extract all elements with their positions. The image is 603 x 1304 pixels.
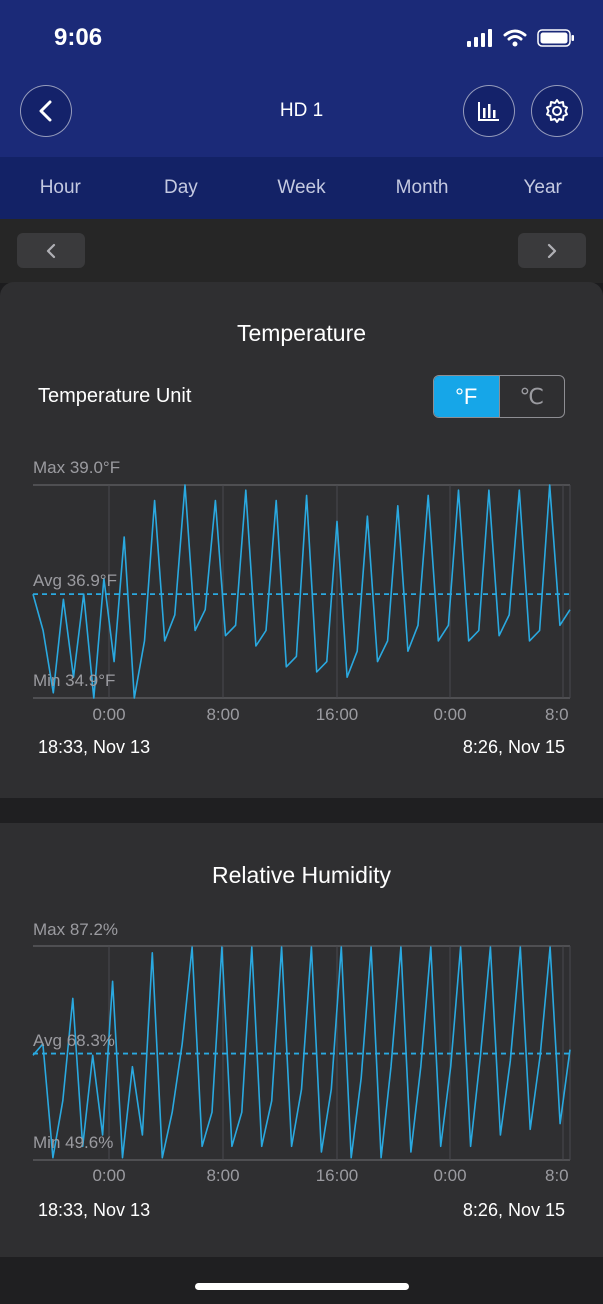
tab-week[interactable]: Week [277, 177, 326, 198]
chevron-right-icon [547, 243, 557, 258]
tab-day[interactable]: Day [163, 177, 198, 198]
x-tick-label: 8:0 [545, 1166, 569, 1185]
settings-button[interactable] [531, 85, 583, 137]
x-tick-label: 0:00 [433, 1166, 466, 1185]
home-indicator [195, 1283, 409, 1290]
series-line [32, 946, 571, 1159]
gear-icon [546, 99, 568, 123]
unit-celsius-option[interactable]: ℃ [498, 376, 565, 417]
previous-period-button[interactable] [17, 233, 85, 268]
min-label: Min 49.6% [33, 1133, 113, 1152]
temperature-unit-label: Temperature Unit [38, 385, 192, 407]
temperature-unit-toggle: °F ℃ [433, 375, 565, 418]
temperature-card: Temperature Temperature Unit °F ℃ Max 39… [0, 282, 603, 798]
x-tick-label: 16:00 [316, 705, 359, 722]
bar-chart-icon [478, 102, 499, 121]
x-tick-label: 0:00 [92, 1166, 125, 1185]
battery-icon [537, 29, 574, 47]
period-tabs: Hour Day Week Month Year [0, 157, 603, 219]
x-tick-label: 8:00 [206, 1166, 239, 1185]
wifi-icon [503, 29, 527, 47]
unit-fahrenheit-option[interactable]: °F [434, 376, 499, 417]
humidity-end-date: 8:26, Nov 15 [462, 1200, 565, 1220]
section-divider [0, 798, 603, 823]
pager-row [0, 219, 603, 283]
signal-icon [467, 29, 492, 47]
app-header: 9:06 HD 1 [0, 0, 603, 157]
avg-label: Avg 68.3% [33, 1031, 115, 1050]
x-tick-label: 8:00 [206, 705, 239, 722]
humidity-chart: Max 87.2% Avg 68.3% Min 49.6% 0:00 8:00 16:00… [32, 920, 571, 1185]
max-label: Max 39.0°F [33, 458, 120, 477]
humidity-start-date: 18:33, Nov 13 [38, 1200, 151, 1220]
temperature-start-date: 18:33, Nov 13 [38, 737, 151, 757]
bottom-area [0, 1257, 603, 1304]
status-time: 9:06 [54, 24, 103, 51]
tab-hour[interactable]: Hour [39, 177, 81, 198]
humidity-title: Relative Humidity [212, 862, 391, 888]
series-line [32, 484, 571, 699]
next-period-button[interactable] [518, 233, 586, 268]
temperature-title: Temperature [236, 320, 367, 346]
max-label: Max 87.2% [33, 920, 118, 939]
avg-label: Avg 36.9°F [33, 571, 117, 590]
min-label: Min 34.9°F [33, 671, 115, 690]
chart-button[interactable] [463, 85, 515, 137]
chevron-left-icon [46, 243, 56, 258]
back-button[interactable] [20, 85, 72, 137]
page-title: HD 1 [279, 100, 324, 121]
x-tick-label: 8:0 [545, 705, 569, 722]
x-tick-label: 0:00 [433, 705, 466, 722]
x-tick-label: 16:00 [316, 1166, 359, 1185]
chevron-left-icon [39, 100, 52, 122]
temperature-end-date: 8:26, Nov 15 [462, 737, 565, 757]
temperature-chart: Max 39.0°F Avg 36.9°F Min 34.9°F 0:00 8:00 16… [32, 458, 571, 722]
tab-year[interactable]: Year [523, 177, 562, 198]
tab-month[interactable]: Month [395, 177, 449, 198]
humidity-card: Relative Humidity Max 87.2% Avg 68.3% Min … [0, 823, 603, 1257]
x-tick-label: 0:00 [92, 705, 125, 722]
status-icons [467, 26, 575, 50]
